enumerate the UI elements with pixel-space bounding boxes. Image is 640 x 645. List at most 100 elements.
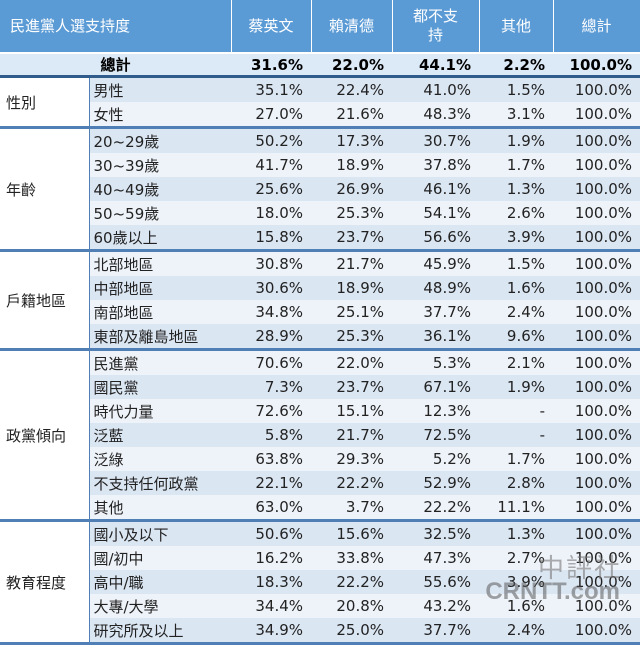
row-label: 40~49歲 xyxy=(89,177,232,201)
value-cell: 22.2% xyxy=(392,495,480,522)
value-cell: 1.7% xyxy=(479,153,554,177)
value-cell: 22.1% xyxy=(231,471,312,495)
value-cell: 100.0% xyxy=(553,546,640,570)
value-cell: 5.8% xyxy=(231,423,312,447)
value-cell: 47.3% xyxy=(392,546,480,570)
value-cell: 50.2% xyxy=(231,127,312,153)
value-cell: 3.7% xyxy=(311,495,393,522)
row-label: 不支持任何政黨 xyxy=(89,471,232,495)
value-cell: 100.0% xyxy=(553,520,640,546)
value-cell: 1.9% xyxy=(479,375,554,399)
total-value: 31.6% xyxy=(231,52,312,78)
value-cell: 17.3% xyxy=(311,127,393,153)
row-label: 30~39歲 xyxy=(89,153,232,177)
value-cell: 9.6% xyxy=(479,324,554,351)
table-row: 國/初中 16.2% 33.8% 47.3% 2.7% 100.0% xyxy=(0,546,640,570)
table-row: 性別 男性 35.1% 22.4% 41.0% 1.5% 100.0% xyxy=(0,76,640,129)
value-cell: 1.7% xyxy=(479,447,554,471)
value-cell: 100.0% xyxy=(553,300,640,324)
table-row: 不支持任何政黨 22.1% 22.2% 52.9% 2.8% 100.0% xyxy=(0,471,640,495)
value-cell: 100.0% xyxy=(553,447,640,471)
row-label: 泛藍 xyxy=(89,423,232,447)
table-row: 60歲以上 15.8% 23.7% 56.6% 3.9% 100.0% xyxy=(0,225,640,252)
value-cell: 23.7% xyxy=(311,375,393,399)
value-cell: 48.3% xyxy=(392,102,480,129)
row-label: 東部及離島地區 xyxy=(89,324,232,351)
table-row: 泛藍 5.8% 21.7% 72.5% -100.0% xyxy=(0,423,640,447)
table-row: 政黨傾向 民進黨 70.6% 22.0% 5.3% 2.1% 100.0% xyxy=(0,349,640,522)
value-cell: 20.8% xyxy=(311,594,393,618)
value-cell: 3.9% xyxy=(479,225,554,252)
value-cell: 100.0% xyxy=(553,495,640,522)
value-cell: 15.8% xyxy=(231,225,312,252)
column-header-total: 總計 xyxy=(553,0,640,53)
row-label: 大專/大學 xyxy=(89,594,232,618)
value-cell: 100.0% xyxy=(553,127,640,153)
value-cell: 72.6% xyxy=(231,399,312,423)
table-row: 年齡 20~29歲 50.2% 17.3% 30.7% 1.9% 100.0% xyxy=(0,127,640,252)
value-cell: 1.6% xyxy=(479,594,554,618)
value-cell: 100.0% xyxy=(553,375,640,399)
category-label: 政黨傾向 xyxy=(0,349,90,522)
value-cell: 22.2% xyxy=(311,570,393,594)
table-title: 民進黨人選支持度 xyxy=(0,0,232,53)
table-row: 40~49歲 25.6% 26.9% 46.1% 1.3% 100.0% xyxy=(0,177,640,201)
table-row: 50~59歲 18.0% 25.3% 54.1% 2.6% 100.0% xyxy=(0,201,640,225)
value-cell: 1.6% xyxy=(479,276,554,300)
value-cell: 25.6% xyxy=(231,177,312,201)
header-row: 民進黨人選支持度 蔡英文 賴清德 都不支持 其他 總計 xyxy=(0,0,640,53)
row-label: 泛綠 xyxy=(89,447,232,471)
value-cell: 21.7% xyxy=(311,250,393,276)
value-cell: 100.0% xyxy=(553,153,640,177)
row-label: 男性 xyxy=(89,76,232,102)
value-cell: 1.3% xyxy=(479,520,554,546)
value-cell: 21.7% xyxy=(311,423,393,447)
value-cell: 16.2% xyxy=(231,546,312,570)
value-cell: 21.6% xyxy=(311,102,393,129)
row-label: 民進黨 xyxy=(89,349,232,375)
value-cell: 48.9% xyxy=(392,276,480,300)
value-cell: 41.0% xyxy=(392,76,480,102)
value-cell: 63.8% xyxy=(231,447,312,471)
column-header-tsai: 蔡英文 xyxy=(231,0,312,53)
table-body: 性別 男性 35.1% 22.4% 41.0% 1.5% 100.0% 女性 27.0% 21.6… xyxy=(0,76,640,645)
value-cell: 43.2% xyxy=(392,594,480,618)
value-cell: 52.9% xyxy=(392,471,480,495)
row-label: 北部地區 xyxy=(89,250,232,276)
value-cell: 33.8% xyxy=(311,546,393,570)
value-cell: 100.0% xyxy=(553,570,640,594)
value-cell: 100.0% xyxy=(553,76,640,102)
row-label: 高中/職 xyxy=(89,570,232,594)
value-cell: 27.0% xyxy=(231,102,312,129)
table-row: 教育程度 國小及以下 50.6% 15.6% 32.5% 1.3% 100.0% xyxy=(0,520,640,645)
value-cell: 30.6% xyxy=(231,276,312,300)
table-row: 泛綠 63.8% 29.3% 5.2% 1.7% 100.0% xyxy=(0,447,640,471)
value-cell: 100.0% xyxy=(553,177,640,201)
column-header-other: 其他 xyxy=(479,0,554,53)
value-cell: 28.9% xyxy=(231,324,312,351)
value-cell: 30.7% xyxy=(392,127,480,153)
value-cell: 15.6% xyxy=(311,520,393,546)
value-cell: 63.0% xyxy=(231,495,312,522)
table-row: 女性 27.0% 21.6% 48.3% 3.1% 100.0% xyxy=(0,102,640,129)
total-value: 22.0% xyxy=(311,52,393,78)
category-label: 教育程度 xyxy=(0,520,90,645)
table-row: 中部地區 30.6% 18.9% 48.9% 1.6% 100.0% xyxy=(0,276,640,300)
total-label: 總計 xyxy=(0,52,232,78)
value-cell: 34.8% xyxy=(231,300,312,324)
row-label: 國小及以下 xyxy=(89,520,232,546)
row-label: 時代力量 xyxy=(89,399,232,423)
row-label: 中部地區 xyxy=(89,276,232,300)
value-cell: 36.1% xyxy=(392,324,480,351)
value-cell: 15.1% xyxy=(311,399,393,423)
value-cell: 100.0% xyxy=(553,594,640,618)
row-label: 女性 xyxy=(89,102,232,129)
value-cell: 100.0% xyxy=(553,399,640,423)
value-cell: 30.8% xyxy=(231,250,312,276)
value-cell: 5.2% xyxy=(392,447,480,471)
total-value: 2.2% xyxy=(479,52,554,78)
value-cell: - xyxy=(479,399,554,423)
table-row: 東部及離島地區 28.9% 25.3% 36.1% 9.6% 100.0% xyxy=(0,324,640,351)
